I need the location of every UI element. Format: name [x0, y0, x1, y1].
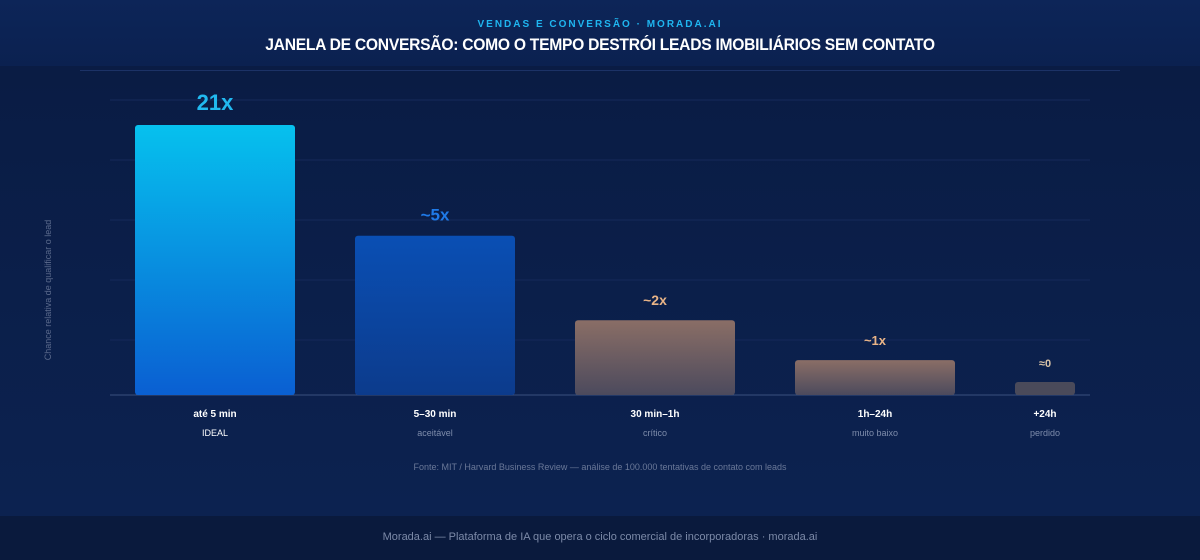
- value-label-3: ~1x: [864, 333, 887, 348]
- bar-1: [355, 235, 515, 395]
- bar-chart: 21x até 5 min IDEAL ~5x 5–30 min aceitável ~2x…: [110, 90, 1090, 438]
- category-label-4: +24h: [1033, 409, 1056, 420]
- chart-title: JANELA DE CONVERSÃO: COMO O TEMPO DESTRÓ…: [265, 35, 935, 54]
- category-sublabel-3: muito baixo: [852, 428, 898, 438]
- header-kicker: VENDAS E CONVERSÃO · MORADA.AI: [477, 19, 723, 30]
- value-label-2: ~2x: [643, 292, 667, 308]
- category-label-3: 1h–24h: [858, 409, 892, 420]
- bar-2: [575, 320, 735, 395]
- category-sublabel-0: IDEAL: [202, 428, 228, 438]
- category-label-2: 30 min–1h: [631, 409, 680, 420]
- footer-text: Morada.ai — Plataforma de IA que opera o…: [382, 531, 818, 543]
- divider: [80, 70, 1120, 71]
- category-label-1: 5–30 min: [414, 409, 457, 420]
- category-sublabel-4: perdido: [1030, 428, 1060, 438]
- category-sublabel-1: aceitável: [417, 428, 453, 438]
- footer: Morada.ai — Plataforma de IA que opera o…: [0, 516, 1200, 560]
- value-label-4: ≈0: [1039, 358, 1051, 370]
- value-label-0: 21x: [197, 90, 234, 115]
- bar-3: [795, 360, 955, 395]
- value-label-1: ~5x: [421, 206, 450, 225]
- source-note: Fonte: MIT / Harvard Business Review — a…: [413, 462, 787, 472]
- bar-0: [135, 125, 295, 395]
- category-label-0: até 5 min: [193, 409, 236, 420]
- bar-4: [1015, 382, 1075, 395]
- header: VENDAS E CONVERSÃO · MORADA.AI JANELA DE…: [0, 0, 1200, 66]
- category-sublabel-2: crítico: [643, 428, 667, 438]
